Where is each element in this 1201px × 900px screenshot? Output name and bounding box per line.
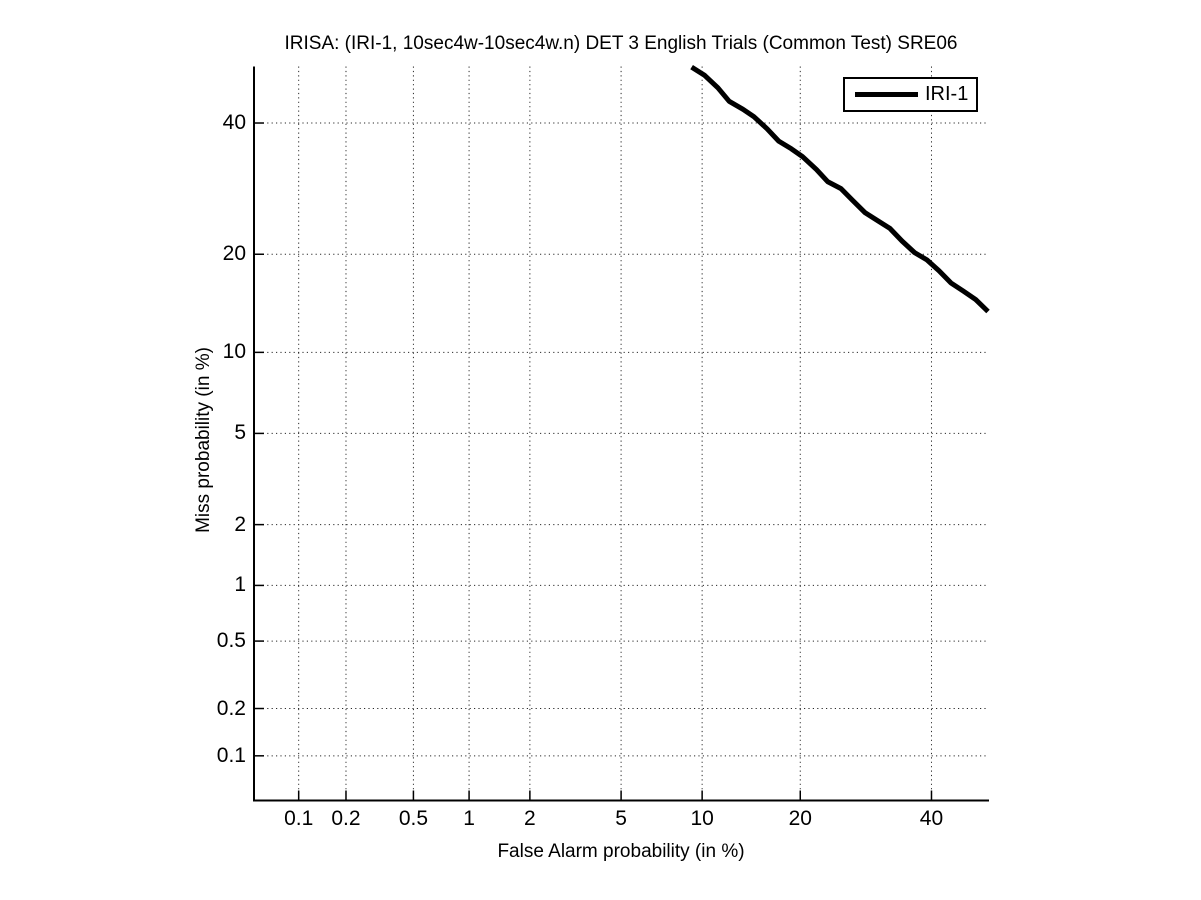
- x-axis-label: False Alarm probability (in %): [497, 841, 745, 862]
- x-tick-label: 0.2: [331, 807, 361, 830]
- y-tick-label: 2: [234, 512, 246, 536]
- x-tick-label: 20: [788, 807, 812, 830]
- chart-title: IRISA: (IRI-1, 10sec4w-10sec4w.n) DET 3 …: [284, 33, 958, 54]
- x-tick-label: 0.5: [398, 807, 429, 830]
- legend: IRI-1: [843, 77, 978, 112]
- legend-line-sample: [855, 92, 918, 97]
- x-tick-label: 1: [463, 807, 475, 830]
- y-tick-label: 5: [234, 421, 246, 445]
- y-tick-label: 1: [234, 573, 246, 597]
- y-tick-label: 10: [222, 340, 246, 364]
- x-tick-label: 2: [524, 807, 536, 830]
- y-tick-label: 40: [222, 111, 246, 134]
- y-tick-label: 0.5: [216, 629, 246, 653]
- x-tick-label: 10: [690, 807, 714, 830]
- y-tick-label: 0.2: [216, 696, 246, 720]
- x-tick-label: 5: [615, 807, 627, 830]
- y-tick-label: 0.1: [216, 743, 246, 767]
- det-curve-iri-1: [690, 64, 990, 314]
- legend-label: IRI-1: [925, 83, 969, 105]
- x-tick-label: 0.1: [284, 807, 314, 830]
- y-tick-label: 20: [222, 242, 246, 266]
- x-tick-label: 40: [919, 807, 944, 830]
